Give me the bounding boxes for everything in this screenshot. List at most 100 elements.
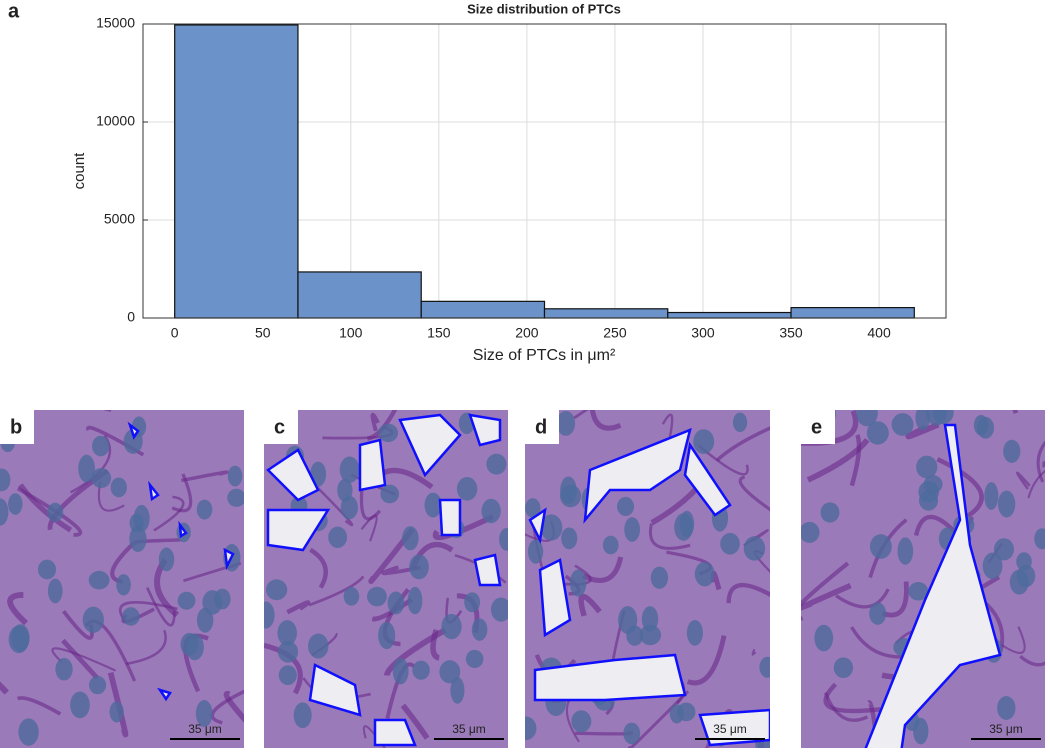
lumen [308,663,362,717]
nucleus [88,570,110,590]
nucleus [993,538,1015,561]
membrane [849,434,862,487]
lumen [178,520,188,539]
nucleus [891,413,914,436]
nucleus [471,618,488,641]
membrane [16,486,83,537]
scale-bar-label: 35 μm [989,722,1023,736]
nucleus [820,502,840,523]
nucleus [559,484,582,508]
nucleus [402,526,419,551]
membrane [16,696,62,716]
membrane [589,410,622,431]
nucleus [195,700,213,727]
bar [174,24,299,319]
axes-box [142,23,947,319]
nucleus [450,676,465,704]
y-tick-label: 10000 [96,113,135,129]
nucleus [196,499,213,520]
y-tick-label: 5000 [104,211,135,227]
nucleus [525,716,537,741]
membrane [223,691,244,723]
nucleus [866,421,889,445]
membrane [1001,626,1026,654]
membrane [738,475,770,512]
nucleus [918,490,939,511]
lumen [538,558,572,638]
membrane [309,547,328,589]
nucleus [278,665,297,686]
x-tick-label: 200 [515,325,539,341]
membrane [575,730,633,736]
tissue [525,410,770,748]
nucleus [78,454,95,483]
nucleus [133,504,150,532]
nucleus [732,412,748,433]
nucleus [227,465,243,487]
membrane [181,470,229,483]
nucleus [392,658,409,685]
nucleus [998,490,1016,518]
nucleus [122,607,140,626]
lumen [373,718,417,747]
nucleus [481,498,501,524]
panel-label: e [811,416,822,438]
x-tick-label: 400 [867,325,891,341]
nucleus [177,591,196,610]
nucleus [387,591,405,615]
nucleus [441,613,462,640]
nucleus [18,718,39,746]
nucleus [424,492,442,518]
membrane [7,591,29,626]
nucleus [856,410,878,427]
nucleus [833,657,854,679]
membrane [0,681,9,695]
membrane [210,689,244,725]
nucleus [743,536,766,561]
nucleus [265,579,288,601]
nucleus [11,624,30,652]
nucleus [679,510,695,538]
lumen [683,441,732,517]
membrane [905,421,940,440]
membrane [371,597,414,622]
membrane [362,725,386,748]
nucleus [109,701,124,723]
lumen [148,480,160,502]
scale-bar-label: 35 μm [188,722,222,736]
panel-label: b [10,416,22,438]
nucleus [8,493,23,515]
membrane [145,587,176,627]
nucleus [759,656,770,678]
nucleus [527,539,544,564]
membrane [801,561,850,621]
y-axis-label: count [71,152,88,190]
nucleus [694,561,715,587]
nucleus [407,586,423,615]
nucleus [129,525,147,553]
lumen [358,438,387,492]
nucleus [897,537,914,565]
bar [297,271,422,319]
nucleus [196,607,214,633]
membrane [286,600,311,615]
nucleus [380,484,400,504]
nucleus [915,410,931,431]
bar [667,311,792,319]
membrane [51,647,117,672]
membrane [686,635,727,686]
nucleus [540,514,563,541]
membrane [18,483,73,533]
panel-label: c [274,416,285,438]
nucleus [47,502,64,522]
nucleus [486,453,507,475]
lumen [473,553,502,587]
nucleus [639,624,662,646]
lumen [468,413,502,447]
nucleus [0,498,9,526]
nucleus [814,624,834,652]
micrograph: c 35 μm [264,410,508,748]
nucleus [571,710,592,733]
nucleus [624,517,640,542]
lumen [157,687,172,702]
